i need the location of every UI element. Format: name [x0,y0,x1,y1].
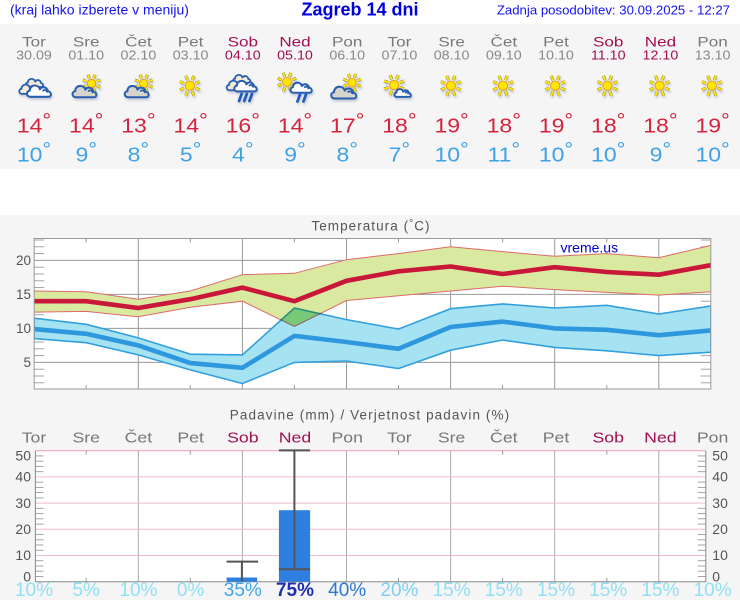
svg-text:Pon: Pon [697,35,727,50]
svg-text:15: 15 [16,287,31,302]
svg-text:Čet: Čet [491,33,518,50]
svg-text:Sob: Sob [592,430,623,446]
svg-text:Sre: Sre [73,35,100,50]
svg-text:Sob: Sob [227,430,258,446]
svg-text:Sre: Sre [438,430,466,446]
svg-text:Ned: Ned [279,430,311,446]
svg-text:Pet: Pet [543,35,569,50]
svg-text:Zagreb 14 dni: Zagreb 14 dni [301,0,418,20]
svg-text:15%: 15% [433,580,471,600]
svg-text:Ned: Ned [645,35,676,50]
svg-text:50: 50 [712,448,728,464]
svg-text:20: 20 [16,253,31,268]
svg-text:Ned: Ned [279,35,310,50]
svg-text:10%: 10% [694,580,732,600]
svg-text:10%: 10% [15,580,53,600]
svg-text:Padavine (mm) / Verjetnost pad: Padavine (mm) / Verjetnost padavin (%) [230,408,510,423]
svg-text:Tor: Tor [22,430,47,446]
svg-text:10.10: 10.10 [538,48,574,62]
svg-text:13.10: 13.10 [695,48,731,62]
svg-text:Pet: Pet [543,430,570,446]
svg-text:75%: 75% [276,580,314,600]
svg-text:8°: 8° [336,139,358,166]
svg-text:Tor: Tor [387,430,412,446]
svg-text:20%: 20% [380,580,418,600]
svg-text:40: 40 [15,469,31,485]
svg-text:9°: 9° [284,139,306,166]
svg-text:5%: 5% [72,580,100,600]
svg-text:01.10: 01.10 [68,48,104,62]
svg-text:02.10: 02.10 [121,48,157,62]
svg-text:0: 0 [23,569,31,585]
svg-text:5: 5 [23,355,31,370]
svg-text:05.10: 05.10 [277,48,313,62]
svg-text:Pon: Pon [697,430,728,446]
svg-text:7°: 7° [389,139,411,166]
svg-text:Sre: Sre [438,35,465,50]
svg-text:35%: 35% [224,580,262,600]
svg-text:20: 20 [15,521,31,537]
svg-text:5°: 5° [180,139,202,166]
svg-text:Pet: Pet [178,35,204,50]
svg-text:Čet: Čet [125,429,153,446]
svg-text:10%: 10% [119,580,157,600]
svg-text:15%: 15% [485,580,523,600]
svg-text:08.10: 08.10 [434,48,470,62]
svg-text:12.10: 12.10 [643,48,679,62]
svg-text:vreme.us: vreme.us [561,240,619,256]
svg-text:Pet: Pet [177,430,204,446]
svg-text:03.10: 03.10 [173,48,209,62]
svg-text:15%: 15% [537,580,575,600]
svg-text:Pon: Pon [331,430,362,446]
svg-text:Sob: Sob [228,35,259,50]
svg-text:10°: 10° [539,139,573,166]
svg-text:07.10: 07.10 [382,48,418,62]
svg-text:Tor: Tor [22,35,46,50]
svg-text:04.10: 04.10 [225,48,261,62]
svg-text:Čet: Čet [490,429,518,446]
svg-text:15%: 15% [641,580,679,600]
svg-text:Temperatura (°C): Temperatura (°C) [311,219,430,234]
svg-text:Pon: Pon [332,35,362,50]
svg-text:50: 50 [15,448,31,464]
svg-text:30.09: 30.09 [16,48,52,62]
svg-text:Čet: Čet [125,33,152,50]
svg-text:13°: 13° [121,110,155,137]
svg-text:10: 10 [16,321,31,336]
svg-text:30: 30 [712,495,728,511]
svg-text:9°: 9° [75,139,97,166]
svg-text:18°: 18° [382,110,416,137]
svg-text:Sob: Sob [593,35,624,50]
svg-text:06.10: 06.10 [329,48,365,62]
svg-text:Sre: Sre [72,430,100,446]
svg-text:20: 20 [712,521,728,537]
svg-text:4°: 4° [232,139,254,166]
svg-text:Zadnja posodobitev: 30.09.2025: Zadnja posodobitev: 30.09.2025 - 12:27 [497,3,730,18]
svg-text:Tor: Tor [388,35,412,50]
svg-text:30: 30 [15,495,31,511]
svg-text:Ned: Ned [644,430,676,446]
svg-text:9°: 9° [650,139,672,166]
svg-text:40: 40 [712,469,728,485]
svg-text:40%: 40% [328,580,366,600]
svg-text:11.10: 11.10 [591,48,626,62]
svg-text:8°: 8° [128,139,150,166]
svg-text:09.10: 09.10 [486,48,522,62]
svg-text:10: 10 [15,547,31,563]
svg-text:0: 0 [712,569,720,585]
svg-text:15%: 15% [589,580,627,600]
svg-text:0%: 0% [177,580,205,600]
svg-text:10: 10 [712,547,728,563]
svg-text:19°: 19° [539,110,573,137]
svg-text:(kraj lahko izberete v meniju): (kraj lahko izberete v meniju) [10,2,189,18]
